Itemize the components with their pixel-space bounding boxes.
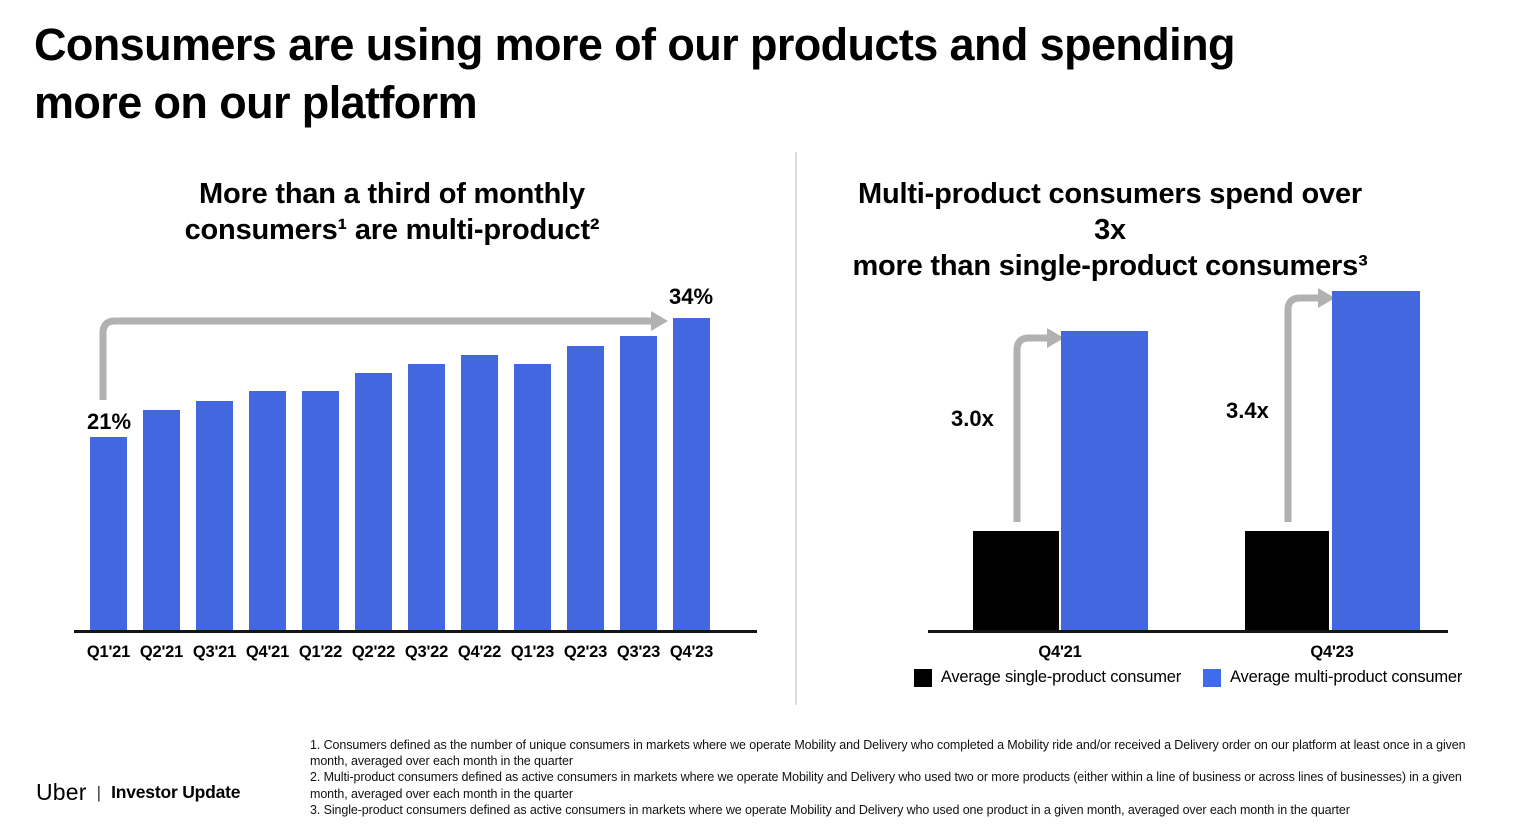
- multiplier-label-q423: 3.4x: [1226, 398, 1269, 423]
- bar-Q3'23: [620, 336, 657, 630]
- bar-group-Q3'23: Q3'23: [617, 336, 660, 661]
- x-tick-label: Q1'23: [510, 643, 555, 661]
- bar-group-Q2'21: Q2'21: [140, 410, 183, 661]
- page-title: Consumers are using more of our products…: [34, 16, 1235, 132]
- bar-Q1'21: [90, 437, 127, 630]
- bar-group-Q4'22: Q4'22: [458, 355, 501, 661]
- bar-single-product-q421: [973, 531, 1059, 631]
- bar-Q1'22: [302, 391, 339, 630]
- right-x-axis: [928, 630, 1448, 633]
- bar-group-Q4'21: Q4'21: [246, 391, 289, 661]
- bar-group-Q1'22: Q1'22: [299, 391, 342, 661]
- bar-group-Q3'21: Q3'21: [193, 401, 236, 661]
- footer-label: Investor Update: [111, 782, 241, 802]
- x-tick-label: Q2'23: [563, 643, 608, 661]
- footnote-2: 2. Multi-product consumers defined as ac…: [310, 770, 1462, 801]
- right-chart-title: Multi-product consumers spend over 3x mo…: [850, 176, 1370, 284]
- x-tick-q423: Q4'23: [1310, 643, 1354, 661]
- legend-item-multi-product: Average multi-product consumer: [1203, 668, 1462, 687]
- x-tick-label: Q3'21: [192, 643, 237, 661]
- quarterly-multi-product-chart: 21% 34% Q1'21 Q2'21 Q3'21 Q4'21 Q1'22 Q2'22 Q3…: [74, 280, 757, 661]
- bar-Q4'23: [673, 318, 710, 630]
- bar-Q2'23: [567, 346, 604, 630]
- bar-Q2'22: [355, 373, 392, 630]
- left-chart-title-line2: consumers¹ are multi-product²: [184, 214, 600, 246]
- brand-footer: Uber | Investor Update: [36, 779, 241, 806]
- page-title-line1: Consumers are using more of our products…: [34, 19, 1235, 70]
- multiplier-label-q421: 3.0x: [951, 406, 994, 431]
- blue-swatch-icon: [1203, 668, 1222, 687]
- x-tick-label: Q2'22: [351, 643, 396, 661]
- x-tick-label: Q4'21: [245, 643, 290, 661]
- bar-group-Q3'22: Q3'22: [405, 364, 448, 661]
- bar-group-Q2'23: Q2'23: [564, 346, 607, 661]
- x-tick-label: Q4'22: [457, 643, 502, 661]
- x-tick-label: Q3'23: [616, 643, 661, 661]
- black-swatch-icon: [913, 668, 932, 687]
- bar-Q4'21: [249, 391, 286, 630]
- x-tick-label: Q4'23: [669, 643, 714, 661]
- quarterly-bars: Q1'21 Q2'21 Q3'21 Q4'21 Q1'22 Q2'22 Q3'22 Q4'22…: [87, 280, 713, 661]
- legend-label-multi-product: Average multi-product consumer: [1230, 668, 1463, 686]
- panel-divider: [795, 152, 797, 705]
- bar-group-Q1'23: Q1'23: [511, 364, 554, 661]
- spend-comparison-chart: 3.0x 3.4x Q4'21 Q4'23: [928, 280, 1448, 661]
- x-tick-q421: Q4'21: [1038, 643, 1082, 661]
- bar-multi-product-q421: [1061, 331, 1148, 631]
- footer-separator: |: [96, 782, 102, 802]
- bar-Q3'22: [408, 364, 445, 630]
- x-tick-label: Q2'21: [139, 643, 184, 661]
- left-chart-title-line1: More than a third of monthly: [199, 178, 585, 210]
- bar-multi-product-q423: [1332, 291, 1420, 631]
- legend-label-single-product: Average single-product consumer: [940, 668, 1182, 686]
- bar-Q1'23: [514, 364, 551, 630]
- footnote-3: 3. Single-product consumers defined as a…: [310, 802, 1350, 817]
- bar-group-Q2'22: Q2'22: [352, 373, 395, 661]
- footnotes: 1. Consumers defined as the number of un…: [310, 737, 1488, 818]
- first-bar-value-label: 21%: [87, 409, 132, 434]
- x-tick-label: Q3'22: [404, 643, 449, 661]
- last-bar-value-label: 34%: [668, 284, 714, 309]
- bar-single-product-q423: [1245, 531, 1329, 631]
- bar-Q4'22: [461, 355, 498, 630]
- footnote-1: 1. Consumers defined as the number of un…: [310, 738, 1466, 769]
- left-chart-title: More than a third of monthly consumers¹ …: [50, 176, 734, 248]
- bar-group-Q1'21: Q1'21: [87, 437, 130, 661]
- right-chart-title-line2: more than single-product consumers³: [852, 250, 1368, 282]
- x-tick-label: Q1'22: [298, 643, 343, 661]
- legend-item-single-product: Average single-product consumer: [913, 668, 1182, 687]
- bar-Q3'21: [196, 401, 233, 630]
- legend: Average single-product consumer Average …: [913, 668, 1462, 687]
- page-title-line2: more on our platform: [34, 77, 478, 128]
- left-x-axis: [74, 630, 757, 633]
- right-chart-title-line1: Multi-product consumers spend over 3x: [858, 178, 1362, 246]
- bar-group-Q4'23: Q4'23: [670, 318, 713, 661]
- bar-Q2'21: [143, 410, 180, 630]
- x-tick-label: Q1'21: [86, 643, 131, 661]
- uber-logo: Uber: [36, 779, 87, 805]
